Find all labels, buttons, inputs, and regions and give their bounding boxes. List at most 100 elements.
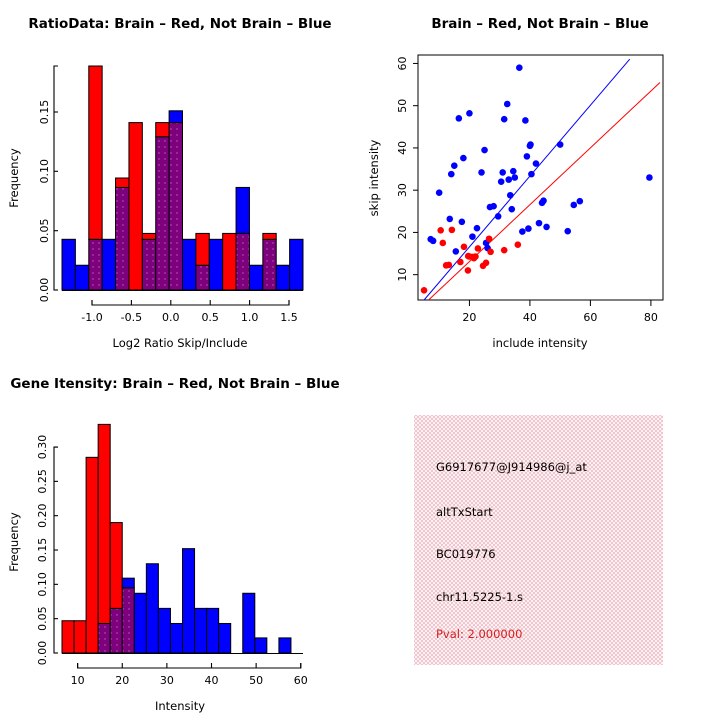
gene-histogram-y-axis: 0.00 0.05 0.10 0.15 0.20 0.25 0.30 [36,435,58,665]
scatter-point-blue [446,215,454,223]
gene-bar-blue [157,607,171,654]
ratio-bar-overlap [235,232,250,291]
ratio-bar-overlap [115,186,130,291]
gene-bar-red [73,620,87,654]
ratio-bar-red [195,232,210,266]
gene-bar-blue [242,592,256,654]
gene-bar-overlap [121,587,135,654]
ratio-histogram-bars [61,65,304,291]
gene-xtick-label: 10 [71,674,85,687]
scatter-point-blue [519,228,526,235]
scatter-x-axis: 20 40 60 80 [462,300,658,324]
ratio-bar-blue [275,264,291,291]
scatter-point-blue [505,176,513,183]
ratio-bar-blue [182,238,197,291]
ratio-histogram-svg: RatioData: Brain – Red, Not Brain – Blue… [7,16,332,350]
ratio-bar-blue [289,238,304,291]
scatter-point-blue [503,100,511,108]
ratio-histogram-x-axis: -1.0 -0.5 0.0 0.5 1.0 1.5 Log2 Ratio Ski… [81,300,298,350]
scatter-point-blue [564,227,572,235]
ratio-bar-blue [61,238,76,291]
scatter-ytick-label: 50 [396,99,409,113]
scatter-point-blue [508,205,516,213]
scatter-point-red [439,239,447,247]
ratio-bar-overlap [195,264,210,291]
scatter-point-red [500,246,508,254]
blue-fit-line [423,58,631,301]
ratio-bar-red [222,232,237,291]
scatter-xlabel: include intensity [492,336,587,350]
scatter-point-red [420,286,428,294]
gene-histogram-bars [61,423,292,654]
gene-ytick-label: 0.10 [36,572,49,597]
ratio-bar-blue [208,238,224,291]
scatter-point-red [445,261,453,269]
ratio-ytick-1: 0.05 [38,218,51,243]
gene-bar-blue [278,637,292,654]
scatter-point-blue [506,191,514,199]
gene-histogram-panel: Gene Itensity: Brain – Red, Not Brain – … [0,360,360,720]
scatter-point-red [460,243,468,251]
scatter-ytick-label: 10 [396,268,409,282]
gene-bar-blue [145,563,159,654]
ratio-bar-red [88,65,103,240]
ratio-xtick-4: 1.0 [241,311,259,324]
scatter-point-blue [460,154,467,162]
scatter-point-blue [509,167,517,175]
gene-ytick-label: 0.20 [36,503,49,528]
scatter-ytick-label: 30 [396,183,409,197]
gene-bar-blue [254,637,268,654]
gene-bar-blue [133,592,147,654]
scatter-ylabel: skip intensity [367,139,381,216]
scatter-point-blue [473,224,481,232]
gene-bar-blue [206,607,220,654]
scatter-xtick-label: 60 [583,311,597,324]
scatter-point-blue [646,174,653,181]
scatter-point-red [437,227,444,234]
gene-ytick-label: 0.05 [36,606,49,631]
scatter-point-red [472,253,479,260]
scatter-ytick-label: 60 [396,56,409,70]
gene-ylabel: Frequency [7,512,21,572]
gene-bar-overlap [97,622,111,654]
scatter-point-blue [499,169,506,176]
scatter-point-blue [540,197,547,205]
scatter-panel: Brain – Red, Not Brain – Blue 10 20 30 40 50… [360,0,720,360]
scatter-point-red [514,241,522,248]
gene-x-axis-line [77,663,302,669]
ratio-bar-overlap [168,122,184,291]
scatter-point-blue [532,160,540,167]
scatter-point-blue [525,225,532,232]
scatter-point-red [464,252,472,260]
gene-ytick-label: 0.15 [36,538,49,563]
ratio-bar-blue [235,186,250,234]
scatter-point-blue [535,219,543,227]
scatter-points [420,64,653,294]
scatter-point-blue [522,117,529,124]
gene-bar-blue [194,607,208,654]
scatter-point-red [457,258,464,266]
scatter-point-blue [450,162,458,169]
ratio-xtick-0: -1.0 [81,311,102,324]
scatter-point-blue [469,233,476,240]
gene-xtick-label: 40 [205,674,219,687]
scatter-point-blue [478,169,485,176]
ratio-bar-red [128,122,143,291]
scatter-point-red [485,235,493,243]
probe-id-text: G6917677@J914986@j_at [436,460,587,474]
scatter-point-blue [576,197,584,205]
gene-bar-blue [182,548,196,654]
gene-xtick-label: 20 [115,674,129,687]
scatter-point-blue [435,189,443,197]
ratio-ytick-0: 0.00 [38,278,51,303]
gene-bar-overlap [109,607,123,654]
scatter-point-blue [455,115,463,122]
ratio-bar-blue [168,110,184,124]
ratio-bar-red [155,122,170,138]
scatter-point-blue [466,109,473,117]
scatter-point-blue [500,115,508,123]
gene-xtick-label: 60 [294,674,308,687]
scatter-point-blue [528,170,535,178]
ratio-bar-overlap [262,238,277,291]
gene-histogram-svg: Gene Itensity: Brain – Red, Not Brain – … [7,376,340,713]
